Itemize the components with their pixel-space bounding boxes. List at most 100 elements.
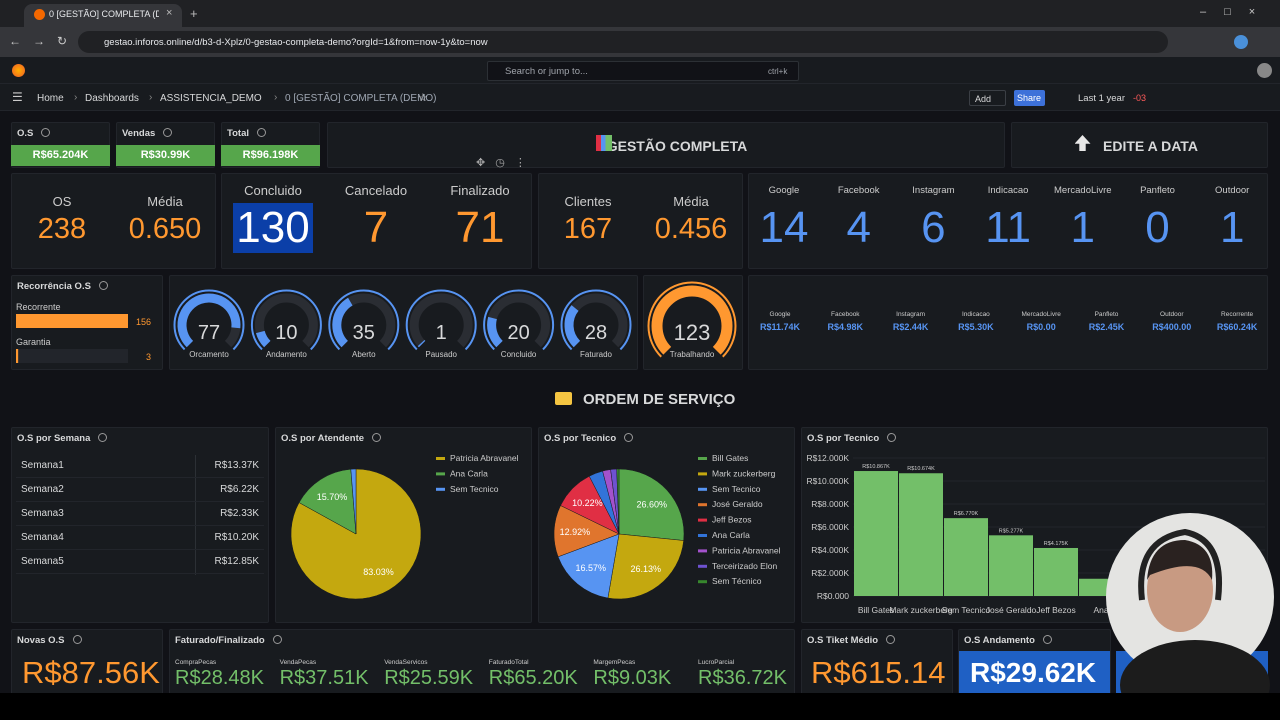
gauge-label: Andamento	[266, 350, 307, 359]
info-icon	[887, 433, 897, 442]
info-icon	[257, 128, 266, 137]
source-money-label: Outdoor	[1160, 311, 1184, 318]
y-tick-label: R$10.000K	[806, 476, 849, 486]
x-tick-label: Bill Gates	[858, 605, 894, 615]
banner-title: EDITE A DATA	[1103, 138, 1198, 154]
menu-icon: ☰	[12, 90, 23, 104]
source-money-value: R$5.30K	[958, 322, 994, 332]
stat-value: R$615.14	[811, 655, 946, 690]
pie-slice	[618, 468, 685, 541]
breadcrumb-sep: ›	[74, 92, 78, 103]
x-tick-label: Jeff Bezos	[1036, 605, 1076, 615]
gauge-value: 1	[436, 322, 447, 344]
info-icon	[372, 433, 382, 442]
bar-value: 156	[136, 317, 151, 327]
legend-swatch	[698, 487, 707, 491]
pie-slice	[350, 468, 357, 535]
bar-value: 3	[146, 352, 151, 362]
tab[interactable]	[24, 4, 182, 27]
gauge-label: Pausado	[425, 350, 457, 359]
info-icon	[72, 635, 82, 644]
legend-label: José Geraldo	[712, 499, 763, 509]
gauge-threshold	[483, 289, 555, 351]
source-money-value: R$4.98K	[827, 322, 864, 332]
y-tick-label: R$4.000K	[811, 545, 849, 555]
gauge-value: 123	[674, 320, 711, 345]
panel-hover-toolbar: ✥◷⋮	[476, 157, 536, 169]
gauge-threshold	[250, 289, 322, 351]
avatar	[1257, 63, 1272, 78]
gauge-arc	[564, 305, 581, 348]
table-row-line	[16, 501, 264, 502]
bar-value-label: R$4.175K	[1044, 541, 1069, 547]
gauge-value: 28	[585, 322, 607, 344]
panel-title: O.S Tiket Médio	[807, 635, 879, 646]
breadcrumb-item[interactable]: Home	[37, 93, 64, 104]
legend-label: Mark zuckerberg	[712, 468, 776, 478]
search-box[interactable]	[487, 61, 799, 81]
source-label: MercadoLivre	[1054, 185, 1112, 196]
source-money-value: R$2.44K	[892, 322, 929, 332]
stat-label: MargemPecas	[593, 659, 636, 666]
add-button[interactable]: Add	[969, 90, 1006, 106]
source-money-label: MercadoLivre	[1021, 311, 1061, 318]
pie-slice	[290, 468, 422, 600]
pie-label: 26.60%	[637, 499, 668, 509]
stat-box	[959, 651, 1110, 693]
stat-value: 167	[563, 213, 613, 245]
gauge-arc	[177, 293, 241, 348]
time-range[interactable]: Last 1 year	[1078, 93, 1125, 104]
info-icon	[98, 433, 108, 442]
breadcrumb-item[interactable]: Dashboards	[85, 93, 139, 104]
bar	[989, 535, 1033, 596]
search-placeholder: Search or jump to...	[505, 66, 588, 77]
stat-value: R$65.20K	[488, 667, 578, 689]
pie-label: 12.92%	[560, 527, 591, 537]
source-label: Outdoor	[1215, 185, 1250, 196]
legend-label: Bill Gates	[712, 453, 748, 463]
table-divider	[195, 503, 196, 527]
table-row-line	[16, 573, 264, 574]
panel	[748, 275, 1268, 370]
legend-swatch	[698, 518, 707, 522]
source-value: 14	[759, 203, 809, 252]
nav-buttons: ←→↻	[9, 34, 80, 48]
bar	[16, 314, 128, 328]
breadcrumb-sep: ›	[274, 92, 278, 103]
bar-label: Garantia	[16, 337, 51, 347]
panel-title: O.S Andamento	[964, 635, 1035, 646]
info-icon	[624, 433, 634, 442]
source-value: 1	[1219, 203, 1245, 252]
bar	[944, 518, 988, 596]
legend-label: Sem Tecnico	[450, 484, 499, 494]
source-value: 11	[985, 203, 1031, 252]
panel-title: O.S por Tecnico	[544, 433, 617, 444]
share-button[interactable]: Share	[1014, 90, 1045, 106]
new-tab: +	[190, 6, 198, 21]
panel	[11, 173, 216, 269]
breadcrumb-item[interactable]: ASSISTENCIA_DEMO	[160, 93, 262, 104]
stat-label: Finalizado	[450, 183, 510, 198]
stat-label: Clientes	[564, 194, 612, 209]
stat-label: Média	[147, 194, 183, 209]
stat-label: Concluido	[244, 183, 302, 198]
bar	[899, 473, 943, 596]
legend-swatch	[698, 534, 707, 537]
gauge-label: Aberto	[352, 350, 376, 359]
omnibox[interactable]	[78, 31, 1168, 53]
gauge-value: 10	[275, 322, 297, 344]
pie-slice	[557, 533, 620, 599]
panel-title: Total	[227, 128, 249, 139]
y-tick-label: R$12.000K	[806, 453, 849, 463]
section-title: ORDEM DE SERVIÇO	[583, 391, 736, 408]
gauge-threshold	[328, 289, 400, 351]
gauge-arc	[417, 340, 426, 348]
bar	[854, 471, 898, 596]
table-cell: R$10.20K	[214, 532, 259, 543]
stat-label: CompraPecas	[175, 659, 217, 666]
y-tick-label: R$0.000	[817, 591, 849, 601]
gauge-threshold	[405, 289, 477, 351]
stat-value: R$36.72K	[698, 667, 787, 689]
info-icon	[272, 635, 282, 644]
source-money-value: R$400.00	[1152, 322, 1192, 332]
